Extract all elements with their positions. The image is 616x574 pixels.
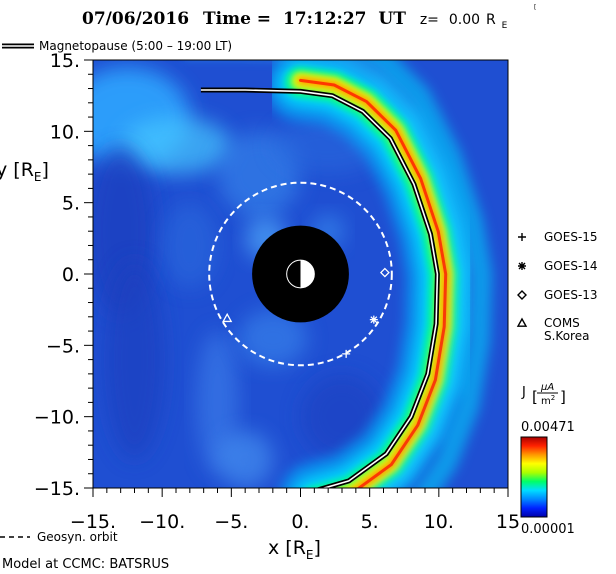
satellite-legend-label: GOES-13 <box>544 288 598 302</box>
colorbar-max-label: 0.00471 <box>521 420 575 435</box>
y-tick-label: 10. <box>50 121 80 143</box>
diamond-marker <box>379 267 390 278</box>
satellite-legend-label-2: S.Korea <box>544 329 589 343</box>
colorbar: J μA m2 [ [ ] 0.00471 0.00001 <box>520 4 575 537</box>
x-tick-label: 15 <box>496 511 520 533</box>
colorbar-unit-num: μA <box>540 382 554 393</box>
satellite-markers <box>222 267 390 358</box>
model-footer: Model at CCMC: BATSRUS <box>2 557 169 572</box>
triangle-marker <box>516 317 528 327</box>
geosyn-orbit-legend-label: Geosyn. orbit <box>37 530 118 544</box>
upper-current-band <box>312 60 470 488</box>
x-tick-label: −15. <box>70 511 116 533</box>
title-z-unit-sub: E <box>502 21 508 31</box>
earth <box>286 259 315 289</box>
magnetosheath-current-band <box>265 60 493 488</box>
y-axis-label: y [RE] <box>0 159 49 184</box>
asterisk-marker <box>369 315 378 324</box>
chart-title: 07/06/2016 Time = 17:12:27 UT z= 0.00 R … <box>82 9 508 31</box>
y-tick-label: 0. <box>62 264 80 286</box>
x-axis: −15. −10. −5. 0. 5. 10. 15 <box>70 488 520 533</box>
magnetopause-legend: Magnetopause (5:00 – 19:00 LT) <box>2 39 232 53</box>
colorbar-unit-bracket-open: [ <box>532 388 538 406</box>
title-z-label: z= <box>420 12 439 28</box>
asterisk-marker <box>518 262 526 270</box>
geosyn-orbit-circle <box>208 181 393 367</box>
magnetopause-line-inner <box>200 89 439 488</box>
colorbar-label: J <box>521 385 526 400</box>
colorbar-min-label: 0.00001 <box>521 522 575 537</box>
x-tick-label: −5. <box>214 511 248 533</box>
plus-marker <box>518 233 526 241</box>
field-blob <box>120 117 232 175</box>
field-blob <box>162 202 218 289</box>
title-time: 17:12:27 <box>283 9 367 29</box>
current-band-layer <box>299 78 448 488</box>
diamond-marker <box>517 290 527 300</box>
y-tick-label: −10. <box>34 407 80 429</box>
triangle-marker <box>222 312 233 323</box>
y-tick-label: −5. <box>46 335 80 357</box>
colorbar-unit-bracket-close: ] <box>560 388 566 406</box>
y-tick-label: 15. <box>50 50 80 72</box>
plus-marker <box>342 349 351 358</box>
title-z-unit: R <box>486 12 496 28</box>
satellite-legend-label: GOES-14 <box>544 259 598 273</box>
colorbar-strip <box>520 436 548 518</box>
outer-current-band <box>360 60 493 488</box>
title-date: 07/06/2016 <box>82 9 189 29</box>
x-axis-label: x [RE] <box>268 537 321 562</box>
y-tick-label: 5. <box>62 193 80 215</box>
x-tick-label: −10. <box>139 511 185 533</box>
geosyn-orbit-legend: Geosyn. orbit <box>0 530 118 544</box>
title-time-unit: UT <box>378 9 406 29</box>
y-axis: 15. 10. 5. 0. −5. −10. −15. <box>34 50 93 500</box>
plot-area <box>93 60 508 488</box>
field-blob <box>217 430 273 488</box>
satellite-legend-label: COMS <box>544 316 580 330</box>
title-z-value: 0.00 <box>449 12 480 28</box>
svg-text:[: [ <box>534 4 536 11</box>
title-time-label: Time = <box>203 9 271 29</box>
colorbar-unit-den: m2 <box>541 394 555 407</box>
magnetopause-legend-label: Magnetopause (5:00 – 19:00 LT) <box>39 39 232 53</box>
earth-day-side <box>300 260 315 288</box>
x-tick-label: 5. <box>361 511 379 533</box>
x-tick-label: 10. <box>424 511 454 533</box>
satellite-legend-label: GOES-15 <box>544 230 598 244</box>
field-blob <box>104 259 165 460</box>
x-tick-label: 0. <box>291 511 309 533</box>
y-tick-label: −15. <box>34 478 80 500</box>
